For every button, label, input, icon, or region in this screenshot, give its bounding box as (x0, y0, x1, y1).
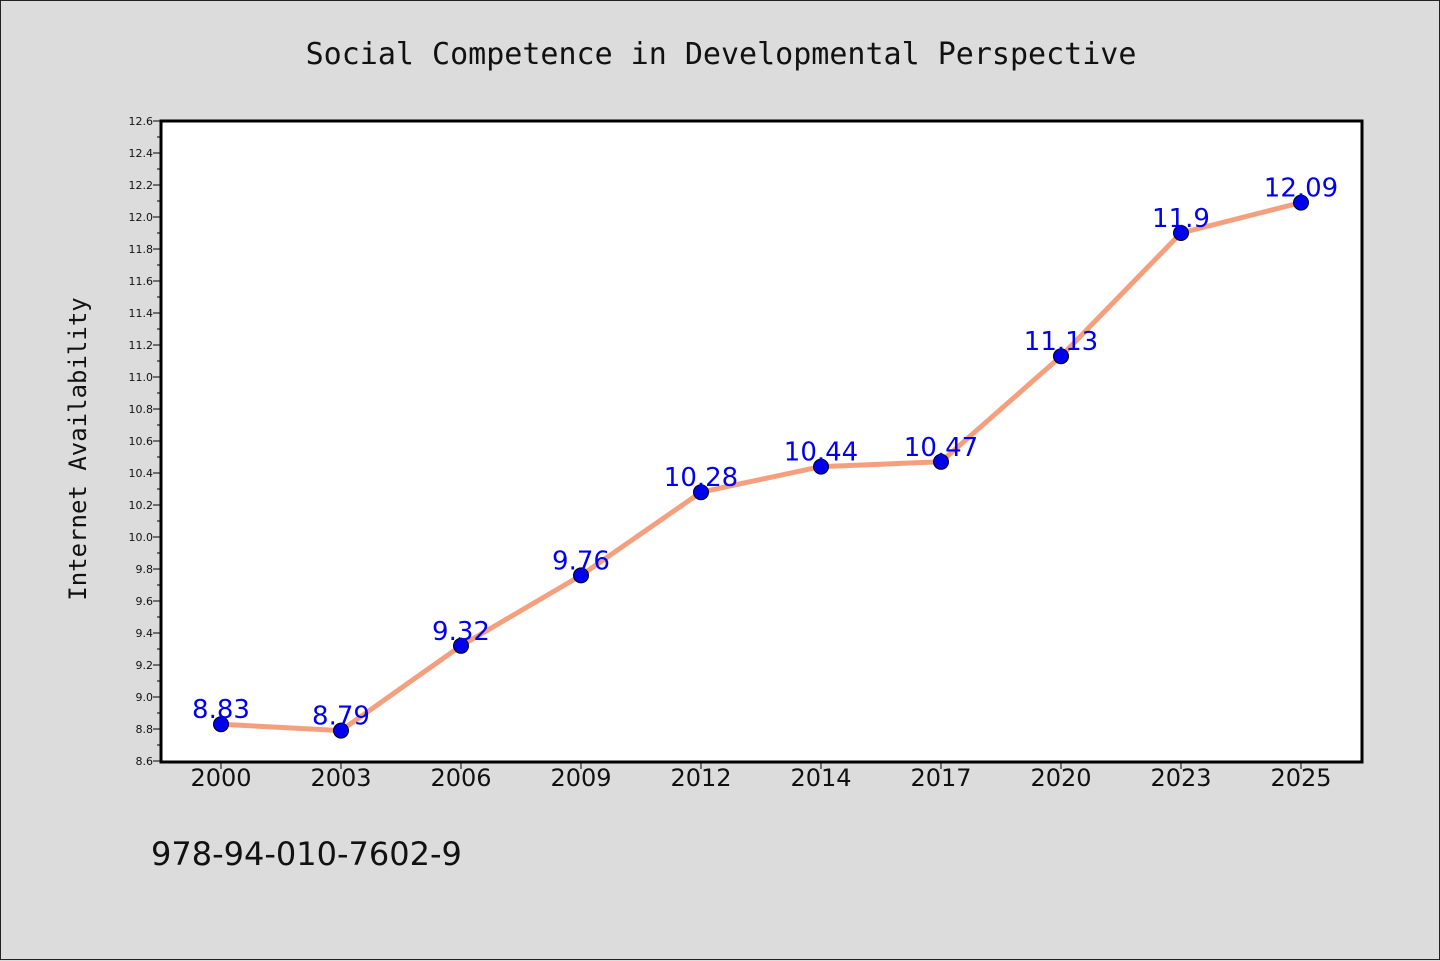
chart-title: Social Competence in Developmental Persp… (306, 37, 1137, 72)
y-tick-label: 11.4 (129, 307, 154, 320)
x-tick-label: 2017 (910, 764, 971, 792)
y-tick-label: 11.8 (129, 243, 154, 256)
data-point-marker (453, 637, 469, 654)
data-point-marker (213, 716, 229, 733)
y-tick-label: 8.6 (136, 755, 154, 768)
data-labels: 8.83 8.79 9.32 9.76 10.28 10.44 10.47 11.13 11.9… (192, 174, 1338, 732)
x-tick-label: 2009 (550, 764, 611, 792)
x-tick-label: 2020 (1030, 764, 1091, 792)
data-point-marker (1173, 225, 1189, 241)
data-label: 10.28 (664, 463, 738, 493)
y-tick-label: 9.2 (136, 659, 154, 672)
data-point-marker (573, 567, 589, 584)
y-tick-label: 9.4 (136, 627, 154, 640)
y-axis-label: Internet Availability (64, 297, 92, 600)
y-tick-label: 9.8 (136, 563, 154, 576)
x-tick-label: 2012 (670, 764, 731, 792)
x-tick-label: 2023 (1150, 764, 1211, 792)
y-tick-label: 11.2 (129, 339, 154, 352)
series-group (213, 194, 1309, 739)
y-tick-label: 9.6 (136, 595, 154, 608)
data-point-marker (1293, 194, 1309, 211)
x-tick-label: 2025 (1270, 764, 1331, 792)
series-line (218, 200, 1304, 734)
plot-area (159, 119, 1364, 764)
data-label: 11.9 (1152, 204, 1210, 234)
x-axis: 2000 2003 2006 2009 2012 2014 2017 2020 2023 2025 (190, 761, 1332, 792)
y-tick-label: 11.0 (129, 371, 154, 384)
data-point-marker (693, 484, 709, 501)
y-tick-label: 9.0 (136, 691, 154, 704)
y-tick-label: 11.6 (129, 275, 154, 288)
y-axis: 8.6 8.8 9.0 9.2 9.4 9.6 9.8 10.0 10.2 10.4 10.6 10.… (129, 115, 161, 768)
data-label: 9.76 (552, 546, 610, 576)
data-label: 10.44 (784, 438, 858, 468)
y-tick-label: 8.8 (136, 723, 154, 736)
data-point-marker (933, 453, 949, 470)
data-point-marker (333, 722, 349, 739)
y-tick-label: 10.0 (129, 531, 154, 544)
y-tick-label: 10.2 (129, 499, 154, 512)
y-tick-label: 12.4 (129, 147, 154, 160)
data-label: 11.13 (1024, 327, 1098, 357)
data-label: 12.09 (1264, 174, 1338, 204)
isbn-footnote: 978-94-010-7602-9 (151, 835, 462, 873)
y-tick-label: 12.6 (129, 115, 154, 128)
data-point-marker (813, 458, 829, 475)
data-point-marker (1053, 348, 1069, 365)
data-label: 10.47 (904, 433, 978, 463)
x-tick-label: 2003 (310, 764, 371, 792)
data-label: 8.83 (192, 695, 250, 725)
y-tick-label: 12.2 (129, 179, 154, 192)
data-label: 9.32 (432, 617, 490, 647)
y-tick-label: 10.4 (129, 467, 154, 480)
x-tick-label: 2000 (190, 764, 251, 792)
data-label: 8.79 (312, 702, 370, 732)
y-tick-label: 10.6 (129, 435, 154, 448)
y-tick-label: 10.8 (129, 403, 154, 416)
x-tick-label: 2014 (790, 764, 851, 792)
x-tick-label: 2006 (430, 764, 491, 792)
y-tick-label: 12.0 (129, 211, 154, 224)
